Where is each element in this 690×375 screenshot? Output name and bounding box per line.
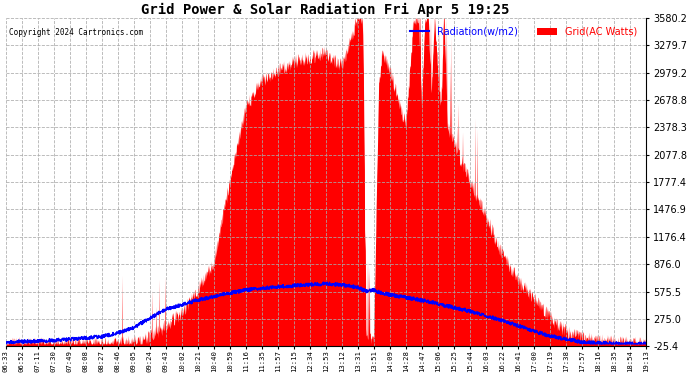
Legend: Radiation(w/m2), Grid(AC Watts): Radiation(w/m2), Grid(AC Watts) bbox=[406, 23, 641, 41]
Title: Grid Power & Solar Radiation Fri Apr 5 19:25: Grid Power & Solar Radiation Fri Apr 5 1… bbox=[141, 3, 510, 17]
Text: Copyright 2024 Cartronics.com: Copyright 2024 Cartronics.com bbox=[9, 28, 143, 37]
